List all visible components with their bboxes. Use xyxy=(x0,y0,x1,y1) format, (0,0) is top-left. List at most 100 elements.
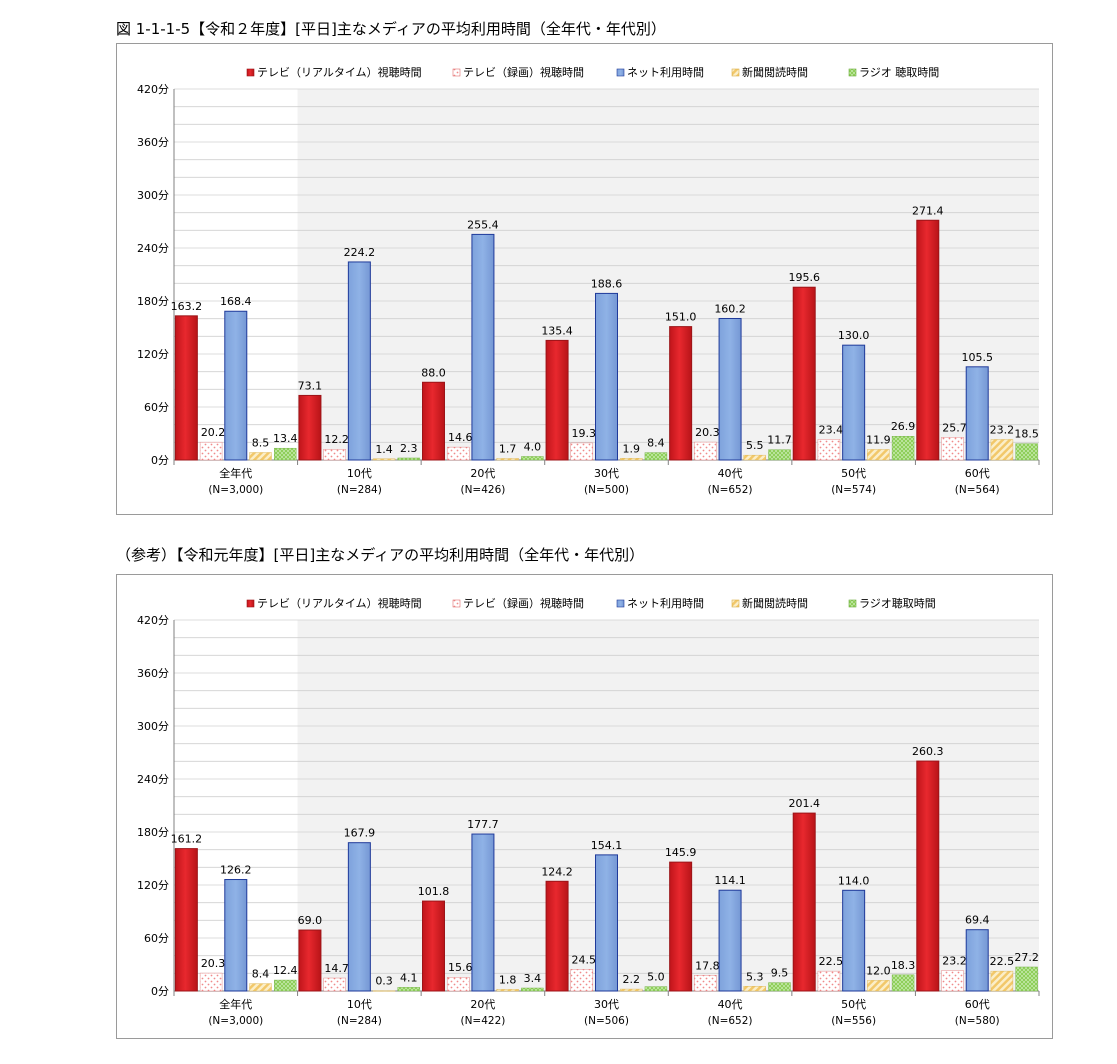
bar-tv-realtime xyxy=(174,848,198,992)
data-label-tv-realtime: 260.3 xyxy=(912,745,944,758)
bar-tv-realtime xyxy=(545,880,569,992)
legend-label-internet: ネット利用時間 xyxy=(627,66,704,79)
bar-tv-realtime xyxy=(669,861,693,992)
legend-label-radio: ラジオ聴取時間 xyxy=(859,597,936,610)
bar-tv-recorded xyxy=(817,970,841,992)
data-label-internet: 114.0 xyxy=(838,874,870,887)
data-label-tv-realtime: 151.0 xyxy=(665,311,697,324)
data-label-radio: 26.9 xyxy=(891,420,916,433)
bar-tv-realtime xyxy=(792,812,816,992)
data-label-tv-realtime: 124.2 xyxy=(541,865,573,878)
data-label-radio: 12.4 xyxy=(273,964,298,977)
bar-tv-realtime xyxy=(422,381,445,461)
bar-newspaper xyxy=(867,980,890,992)
data-label-tv-recorded: 20.3 xyxy=(201,957,226,970)
bar-radio xyxy=(397,457,420,461)
data-label-newspaper: 11.9 xyxy=(866,433,891,446)
bar-radio xyxy=(521,987,544,992)
category-label: 30代 xyxy=(594,998,619,1011)
legend-swatch-internet xyxy=(616,599,625,608)
data-label-radio: 13.4 xyxy=(273,432,298,445)
bar-internet xyxy=(965,366,989,461)
data-label-radio: 5.0 xyxy=(647,971,665,984)
y-tick-label: 240分 xyxy=(137,773,169,786)
bar-newspaper xyxy=(743,454,766,461)
data-label-tv-recorded: 25.7 xyxy=(942,421,967,434)
data-label-radio: 8.4 xyxy=(647,437,665,450)
legend-label-tv-realtime: テレビ（リアルタイム）視聴時間 xyxy=(257,596,422,610)
legend-swatch-tv-realtime xyxy=(246,68,255,77)
data-label-newspaper: 5.3 xyxy=(746,970,764,983)
data-label-newspaper: 8.4 xyxy=(252,968,270,981)
legend-swatch-radio xyxy=(848,599,857,608)
bar-tv-realtime xyxy=(298,929,322,992)
data-label-newspaper: 1.7 xyxy=(499,442,516,455)
data-label-radio: 11.7 xyxy=(767,434,792,447)
bar-tv-recorded xyxy=(323,977,346,992)
plot-shade-region xyxy=(297,89,1039,460)
bar-newspaper xyxy=(867,449,890,461)
bar-radio xyxy=(1015,443,1038,461)
reference-title: （参考）【令和元年度】[平日]主なメディアの平均利用時間（全年代・年代別） xyxy=(116,546,645,564)
legend-label-internet: ネット利用時間 xyxy=(627,597,704,610)
data-label-tv-realtime: 135.4 xyxy=(541,324,573,337)
bar-chart-r2: 0分 60分 120分 180分 240分 300分 360分 420分 テレビ（リアルタイム）… xyxy=(137,65,1040,496)
legend-swatch-tv-recorded xyxy=(452,68,461,77)
data-label-internet: 130.0 xyxy=(838,329,870,342)
bar-tv-realtime xyxy=(792,286,816,461)
bar-tv-recorded xyxy=(447,977,470,992)
bar-internet xyxy=(842,889,866,992)
bar-internet xyxy=(595,292,618,461)
bar-radio xyxy=(521,456,544,461)
bar-radio xyxy=(768,982,791,992)
sample-size-label: (N=3,000) xyxy=(208,484,263,496)
category-label: 40代 xyxy=(718,998,743,1011)
data-label-tv-realtime: 201.4 xyxy=(788,797,820,810)
legend-swatch-internet xyxy=(616,68,625,77)
legend-label-newspaper: 新聞閲読時間 xyxy=(742,596,808,610)
y-tick-label: 360分 xyxy=(137,667,169,680)
bar-tv-recorded xyxy=(323,449,346,461)
category-label: 30代 xyxy=(594,467,619,480)
data-label-newspaper: 0.3 xyxy=(375,975,393,988)
y-tick-label: 420分 xyxy=(137,614,169,627)
bar-tv-recorded xyxy=(817,439,841,461)
bar-tv-recorded xyxy=(694,975,717,992)
category-label: 20代 xyxy=(470,467,495,480)
legend-label-tv-recorded: テレビ（録画）視聴時間 xyxy=(463,596,584,610)
data-label-radio: 2.3 xyxy=(400,442,418,455)
sample-size-label: (N=422) xyxy=(460,1015,505,1027)
data-label-tv-realtime: 73.1 xyxy=(298,379,323,392)
data-label-tv-recorded: 14.7 xyxy=(324,962,349,975)
sample-size-label: (N=426) xyxy=(460,484,505,496)
bar-tv-recorded xyxy=(447,446,470,461)
bar-radio xyxy=(644,986,668,992)
data-label-tv-realtime: 69.0 xyxy=(298,914,323,927)
sample-size-label: (N=556) xyxy=(831,1015,876,1027)
bar-internet xyxy=(471,233,495,461)
bar-radio xyxy=(768,449,791,461)
bar-newspaper xyxy=(620,458,643,461)
bar-tv-realtime xyxy=(422,900,445,992)
bar-internet xyxy=(965,929,989,992)
data-label-radio: 18.5 xyxy=(1014,428,1038,441)
sample-size-label: (N=506) xyxy=(584,1015,629,1027)
data-label-tv-recorded: 14.6 xyxy=(448,431,473,444)
plot-shade-region xyxy=(297,620,1039,991)
legend-label-newspaper: 新聞閲読時間 xyxy=(742,65,808,79)
bar-newspaper xyxy=(496,458,519,461)
bar-internet xyxy=(224,879,248,992)
bar-tv-recorded xyxy=(694,441,717,461)
sample-size-label: (N=652) xyxy=(708,484,753,496)
data-label-radio: 27.2 xyxy=(1014,951,1038,964)
bar-tv-realtime xyxy=(669,326,693,461)
y-tick-label: 120分 xyxy=(137,879,169,892)
category-label: 50代 xyxy=(841,998,866,1011)
legend-swatch-tv-recorded xyxy=(452,599,461,608)
sample-size-label: (N=3,000) xyxy=(208,1015,263,1027)
data-label-newspaper: 1.8 xyxy=(499,973,516,986)
category-label: 20代 xyxy=(470,998,495,1011)
data-label-tv-recorded: 24.5 xyxy=(572,953,597,966)
sample-size-label: (N=580) xyxy=(955,1015,1000,1027)
y-tick-label: 0分 xyxy=(151,985,169,998)
